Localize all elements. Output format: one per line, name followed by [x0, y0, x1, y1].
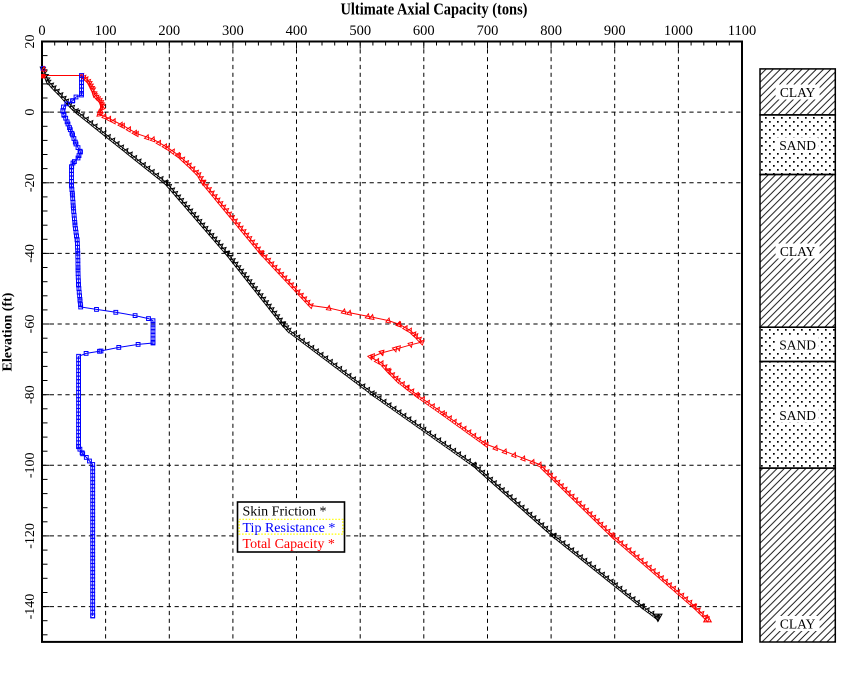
svg-text:CLAY: CLAY — [780, 617, 816, 632]
svg-text:-60: -60 — [23, 315, 38, 334]
svg-text:CLAY: CLAY — [780, 85, 816, 100]
svg-text:1000: 1000 — [664, 23, 693, 39]
svg-text:700: 700 — [477, 23, 499, 39]
svg-text:SAND: SAND — [779, 138, 816, 153]
svg-text:-80: -80 — [23, 385, 38, 404]
svg-text:600: 600 — [413, 23, 435, 39]
svg-text:800: 800 — [540, 23, 562, 39]
svg-text:-140: -140 — [23, 594, 38, 620]
svg-text:300: 300 — [222, 23, 244, 39]
svg-text:SAND: SAND — [779, 408, 816, 423]
svg-text:SAND: SAND — [779, 337, 816, 352]
svg-text:0: 0 — [38, 23, 45, 39]
svg-text:Total Capacity *: Total Capacity * — [243, 537, 335, 552]
svg-text:100: 100 — [95, 23, 117, 39]
svg-text:20: 20 — [23, 35, 38, 49]
svg-text:Skin Friction *: Skin Friction * — [243, 505, 327, 520]
svg-text:Tip Resistance *: Tip Resistance * — [243, 521, 336, 536]
svg-text:-40: -40 — [23, 244, 38, 263]
svg-text:0: 0 — [23, 109, 38, 116]
svg-text:400: 400 — [286, 23, 308, 39]
svg-text:Ultimate Axial Capacity (tons): Ultimate Axial Capacity (tons) — [341, 0, 528, 19]
svg-text:Elevation (ft): Elevation (ft) — [1, 292, 16, 371]
svg-text:-100: -100 — [23, 452, 38, 478]
svg-text:500: 500 — [349, 23, 371, 39]
svg-text:900: 900 — [604, 23, 626, 39]
svg-text:-20: -20 — [23, 173, 38, 192]
svg-text:1100: 1100 — [728, 23, 756, 39]
svg-text:200: 200 — [158, 23, 180, 39]
svg-text:-120: -120 — [23, 523, 38, 549]
svg-text:CLAY: CLAY — [780, 244, 816, 259]
